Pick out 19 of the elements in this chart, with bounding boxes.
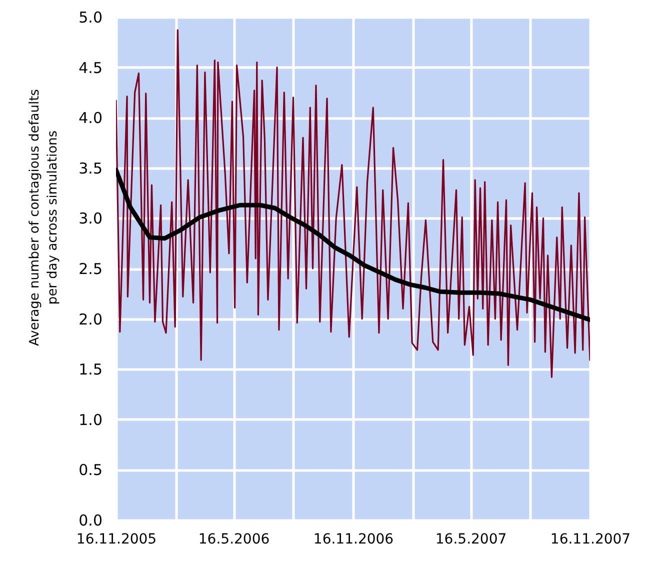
y-tick-label: 3.0 (78, 210, 102, 228)
y-tick-label: 0.5 (78, 461, 102, 480)
y-tick-label: 4.5 (78, 58, 102, 77)
y-axis-title: Average number of contagious defaults per day across simulations (28, 88, 60, 346)
x-tick-label: 16.11.2006 (313, 532, 394, 548)
y-tick-label: 5.0 (78, 8, 102, 26)
line-series (116, 168, 590, 322)
x-tick-label: 16.5.2006 (198, 532, 270, 548)
y-tick-label: 3.5 (78, 159, 102, 178)
x-tick-label: 16.5.2007 (435, 532, 507, 548)
y-tick-label: 1.0 (78, 410, 102, 429)
x-tick-label: 16.11.2007 (550, 532, 631, 548)
line-series (116, 29, 590, 378)
y-tick-label: 0.0 (78, 512, 102, 530)
x-tick-label: 16.11.2005 (76, 532, 157, 548)
y-tick-label: 4.0 (78, 109, 102, 128)
y-tick-label: 2.0 (78, 310, 102, 328)
y-tick-label: 2.5 (78, 260, 102, 278)
y-tick-label: 1.5 (78, 360, 102, 379)
